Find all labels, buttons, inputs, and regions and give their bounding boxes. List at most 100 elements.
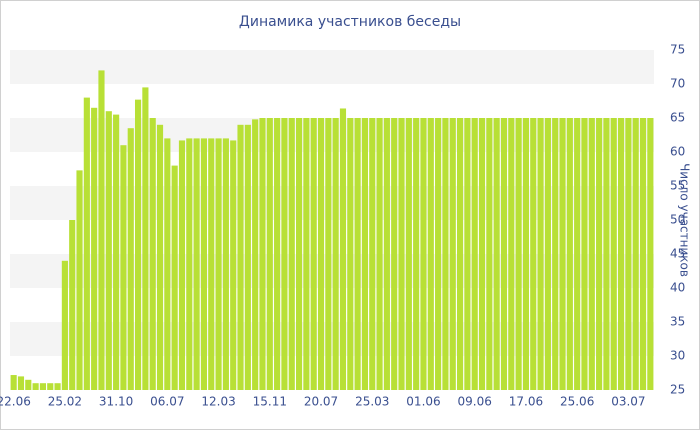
bar bbox=[134, 99, 142, 390]
bar bbox=[508, 118, 515, 390]
y-tick-label: 45 bbox=[670, 247, 685, 261]
y-tick-label: 40 bbox=[670, 281, 685, 295]
bar bbox=[515, 118, 522, 390]
bar bbox=[105, 111, 112, 390]
bar bbox=[354, 118, 361, 390]
x-tick-label: 15.11 bbox=[253, 395, 287, 409]
bar bbox=[288, 118, 295, 390]
bar bbox=[405, 118, 412, 390]
bar bbox=[244, 124, 251, 391]
bar bbox=[632, 118, 639, 390]
bar bbox=[178, 140, 186, 390]
bar bbox=[610, 118, 617, 390]
bar bbox=[603, 118, 610, 390]
x-tick-label: 25.03 bbox=[355, 395, 389, 409]
bar bbox=[339, 108, 347, 390]
x-tick-label: 09.06 bbox=[458, 395, 492, 409]
bar bbox=[391, 118, 398, 390]
bar bbox=[522, 118, 530, 390]
bar bbox=[193, 138, 200, 390]
y-tick-label: 50 bbox=[670, 213, 685, 227]
bar bbox=[303, 118, 310, 390]
bar bbox=[142, 87, 149, 391]
x-tick-label: 12.03 bbox=[201, 395, 235, 409]
y-axis-title: Число участников bbox=[678, 163, 692, 277]
bar bbox=[486, 118, 493, 390]
bar bbox=[347, 118, 354, 390]
bar bbox=[435, 118, 442, 390]
bar bbox=[376, 118, 383, 390]
bar bbox=[588, 118, 595, 390]
x-tick-label: 17.06 bbox=[509, 395, 543, 409]
bar bbox=[566, 118, 573, 390]
y-tick-label: 60 bbox=[670, 145, 685, 159]
bar bbox=[39, 383, 47, 390]
bar bbox=[61, 260, 68, 390]
bar bbox=[200, 138, 208, 390]
y-tick-label: 70 bbox=[670, 77, 685, 91]
bar bbox=[413, 118, 420, 390]
bar bbox=[215, 138, 222, 390]
bar bbox=[54, 383, 61, 390]
bar bbox=[120, 145, 127, 390]
bar bbox=[449, 118, 456, 390]
chart-title: Динамика участников беседы bbox=[239, 14, 461, 30]
bar bbox=[596, 118, 603, 390]
bar bbox=[625, 118, 632, 390]
bar bbox=[10, 375, 17, 390]
x-tick-label: 06.07 bbox=[150, 395, 184, 409]
bar bbox=[171, 165, 178, 390]
x-tick-label: 31.10 bbox=[99, 395, 133, 409]
bar bbox=[91, 107, 98, 391]
bar bbox=[544, 118, 551, 390]
bar bbox=[252, 119, 259, 391]
bar bbox=[98, 70, 105, 391]
x-tick-label: 25.06 bbox=[560, 395, 594, 409]
bar bbox=[317, 118, 325, 390]
x-tick-label: 22.06 bbox=[0, 395, 31, 409]
bar bbox=[83, 97, 90, 390]
bar bbox=[574, 118, 581, 390]
bar bbox=[222, 138, 229, 390]
bar bbox=[493, 118, 500, 390]
x-tick-label: 20.07 bbox=[304, 395, 338, 409]
bar bbox=[647, 118, 654, 390]
bar bbox=[420, 118, 427, 390]
bar bbox=[164, 138, 171, 390]
bar bbox=[383, 118, 390, 390]
bar bbox=[156, 124, 164, 391]
bar bbox=[537, 118, 544, 390]
y-tick-label: 75 bbox=[670, 43, 685, 57]
bar bbox=[281, 118, 288, 390]
bar bbox=[259, 118, 266, 390]
y-tick-label: 65 bbox=[670, 111, 685, 125]
bar bbox=[427, 118, 434, 390]
bar bbox=[310, 118, 317, 390]
bar bbox=[295, 118, 303, 390]
bar bbox=[581, 118, 588, 390]
bar bbox=[230, 140, 237, 390]
y-tick-label: 30 bbox=[670, 349, 685, 363]
bar bbox=[369, 118, 376, 390]
bar bbox=[127, 128, 134, 390]
bar bbox=[25, 379, 32, 390]
bar bbox=[552, 118, 559, 390]
bar bbox=[237, 124, 244, 391]
bar bbox=[274, 118, 281, 390]
bar bbox=[325, 118, 332, 390]
y-tick-label: 25 bbox=[670, 383, 685, 397]
x-tick-label: 25.02 bbox=[48, 395, 82, 409]
grid-band bbox=[10, 50, 654, 84]
bar bbox=[471, 118, 478, 390]
bar bbox=[208, 138, 215, 390]
bar bbox=[456, 118, 464, 390]
bar bbox=[442, 118, 449, 390]
bar bbox=[478, 118, 486, 390]
bar bbox=[361, 118, 369, 390]
bar bbox=[500, 118, 508, 390]
x-tick-label: 03.07 bbox=[611, 395, 645, 409]
y-tick-label: 35 bbox=[670, 315, 685, 329]
bar bbox=[464, 118, 471, 390]
bar bbox=[530, 118, 537, 390]
